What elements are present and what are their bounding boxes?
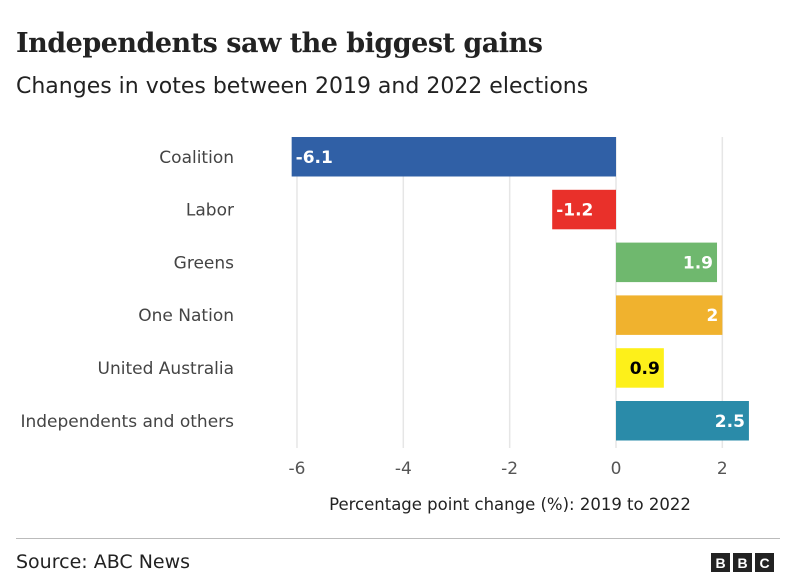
data-label: -1.2 <box>556 201 593 221</box>
category-label: Coalition <box>159 148 234 168</box>
data-label: 2 <box>706 306 718 326</box>
data-label: 2.5 <box>715 412 745 432</box>
logo-letter: C <box>755 553 774 572</box>
chart-subtitle: Changes in votes between 2019 and 2022 e… <box>16 74 589 99</box>
source-text: Source: ABC News <box>16 551 191 573</box>
bar <box>616 348 664 388</box>
bar <box>552 189 616 230</box>
x-axis-label: Percentage point change (%): 2019 to 202… <box>329 495 691 514</box>
x-tick-label: -4 <box>395 459 412 479</box>
bar <box>616 242 718 283</box>
data-label: 0.9 <box>630 359 660 379</box>
bar <box>616 295 723 335</box>
bar <box>291 137 616 177</box>
footer-divider <box>16 538 780 539</box>
bar-chart: -6 -4 -2 0 2 Coalition -6.1 Labor -1.2 Greens 1.9 O… <box>20 137 749 514</box>
data-label: -6.1 <box>296 148 333 168</box>
logo-letter: B <box>711 553 730 572</box>
bar <box>616 401 749 441</box>
x-tick-label: -6 <box>289 459 306 479</box>
bbc-logo: B B C <box>711 553 774 572</box>
category-label: Labor <box>186 201 234 221</box>
category-label: One Nation <box>138 306 234 326</box>
category-label: Independents and others <box>20 412 234 432</box>
category-label: United Australia <box>98 359 234 379</box>
x-tick-label: -2 <box>501 459 518 479</box>
chart-title: Independents saw the biggest gains <box>16 28 543 59</box>
category-label: Greens <box>174 253 234 273</box>
x-tick-label: 2 <box>717 459 728 479</box>
x-tick-label: 0 <box>611 459 622 479</box>
logo-letter: B <box>733 553 752 572</box>
data-label: 1.9 <box>683 253 713 273</box>
